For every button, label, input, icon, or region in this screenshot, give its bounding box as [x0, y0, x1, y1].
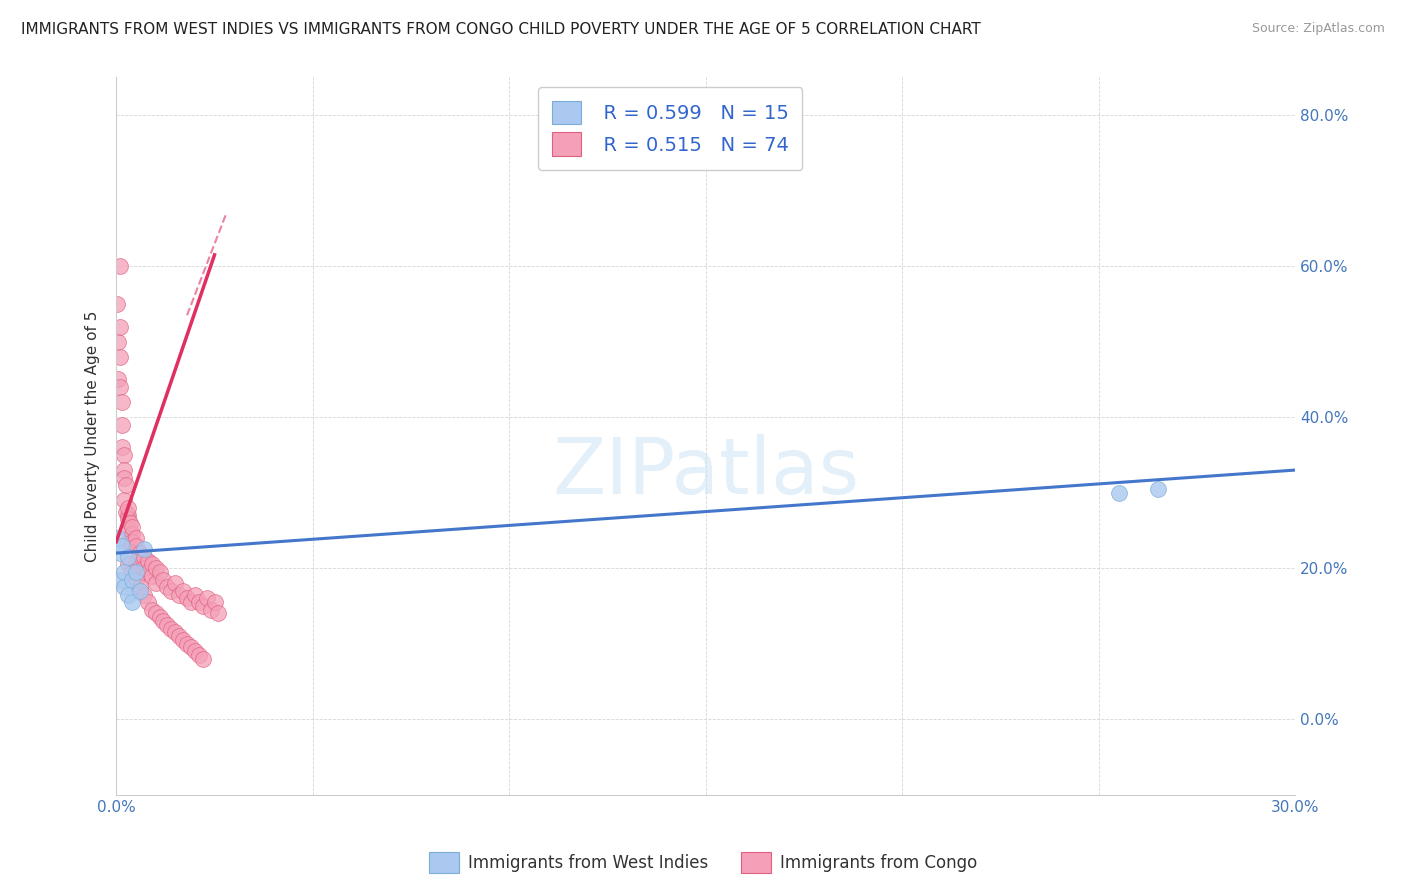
Point — [111, 395, 134, 409]
Point — [167, 588, 190, 602]
Point — [121, 519, 143, 533]
Point — [115, 478, 138, 492]
Point — [141, 568, 163, 582]
Point — [117, 508, 139, 523]
Point — [172, 583, 194, 598]
Point — [125, 573, 148, 587]
Point — [111, 417, 134, 432]
Point — [136, 554, 159, 568]
Point — [148, 610, 170, 624]
Point — [132, 549, 155, 564]
Point — [141, 558, 163, 572]
Point — [187, 648, 209, 662]
Point — [121, 573, 143, 587]
Point — [115, 505, 138, 519]
Point — [107, 334, 129, 349]
Point — [107, 297, 129, 311]
Point — [145, 576, 167, 591]
Point — [152, 573, 174, 587]
Point — [176, 637, 198, 651]
Point — [111, 539, 134, 553]
Point — [128, 546, 150, 560]
Point — [132, 561, 155, 575]
Point — [136, 565, 159, 579]
Point — [204, 595, 226, 609]
Point — [160, 583, 183, 598]
Point — [136, 595, 159, 609]
Point — [148, 565, 170, 579]
Point — [108, 350, 131, 364]
Point — [187, 595, 209, 609]
Point — [184, 588, 207, 602]
Point — [165, 625, 187, 640]
Point — [112, 580, 135, 594]
Point — [128, 583, 150, 598]
Point — [107, 372, 129, 386]
Point — [132, 542, 155, 557]
Point — [112, 493, 135, 508]
Point — [111, 441, 134, 455]
Point — [117, 549, 139, 564]
Point — [160, 622, 183, 636]
Point — [1108, 485, 1130, 500]
Point — [108, 259, 131, 273]
Point — [172, 632, 194, 647]
Point — [176, 591, 198, 606]
Point — [145, 607, 167, 621]
Point — [108, 573, 131, 587]
Point — [121, 527, 143, 541]
Legend: Immigrants from West Indies, Immigrants from Congo: Immigrants from West Indies, Immigrants … — [423, 846, 983, 880]
Point — [184, 644, 207, 658]
Point — [128, 558, 150, 572]
Point — [152, 614, 174, 628]
Point — [191, 599, 214, 613]
Point — [180, 595, 202, 609]
Point — [156, 580, 179, 594]
Point — [145, 561, 167, 575]
Point — [121, 565, 143, 579]
Point — [167, 629, 190, 643]
Point — [180, 640, 202, 655]
Point — [165, 576, 187, 591]
Point — [207, 607, 229, 621]
Point — [117, 500, 139, 515]
Y-axis label: Child Poverty Under the Age of 5: Child Poverty Under the Age of 5 — [86, 310, 100, 562]
Point — [112, 448, 135, 462]
Point — [200, 603, 222, 617]
Point — [125, 539, 148, 553]
Point — [191, 652, 214, 666]
Point — [141, 603, 163, 617]
Point — [121, 534, 143, 549]
Point — [132, 588, 155, 602]
Point — [125, 531, 148, 545]
Point — [112, 463, 135, 477]
Text: Source: ZipAtlas.com: Source: ZipAtlas.com — [1251, 22, 1385, 36]
Point — [195, 591, 218, 606]
Point — [108, 546, 131, 560]
Point — [108, 319, 131, 334]
Point — [125, 565, 148, 579]
Point — [128, 580, 150, 594]
Text: IMMIGRANTS FROM WEST INDIES VS IMMIGRANTS FROM CONGO CHILD POVERTY UNDER THE AGE: IMMIGRANTS FROM WEST INDIES VS IMMIGRANT… — [21, 22, 981, 37]
Point — [108, 380, 131, 394]
Point — [1147, 482, 1170, 496]
Point — [112, 565, 135, 579]
Point — [117, 534, 139, 549]
Point — [118, 516, 141, 530]
Legend:   R = 0.599   N = 15,   R = 0.515   N = 74: R = 0.599 N = 15, R = 0.515 N = 74 — [538, 87, 803, 169]
Text: ZIPatlas: ZIPatlas — [553, 434, 859, 510]
Point — [125, 554, 148, 568]
Point — [117, 512, 139, 526]
Point — [117, 524, 139, 538]
Point — [107, 531, 129, 545]
Point — [117, 588, 139, 602]
Point — [156, 617, 179, 632]
Point — [121, 595, 143, 609]
Point — [117, 558, 139, 572]
Point — [112, 470, 135, 484]
